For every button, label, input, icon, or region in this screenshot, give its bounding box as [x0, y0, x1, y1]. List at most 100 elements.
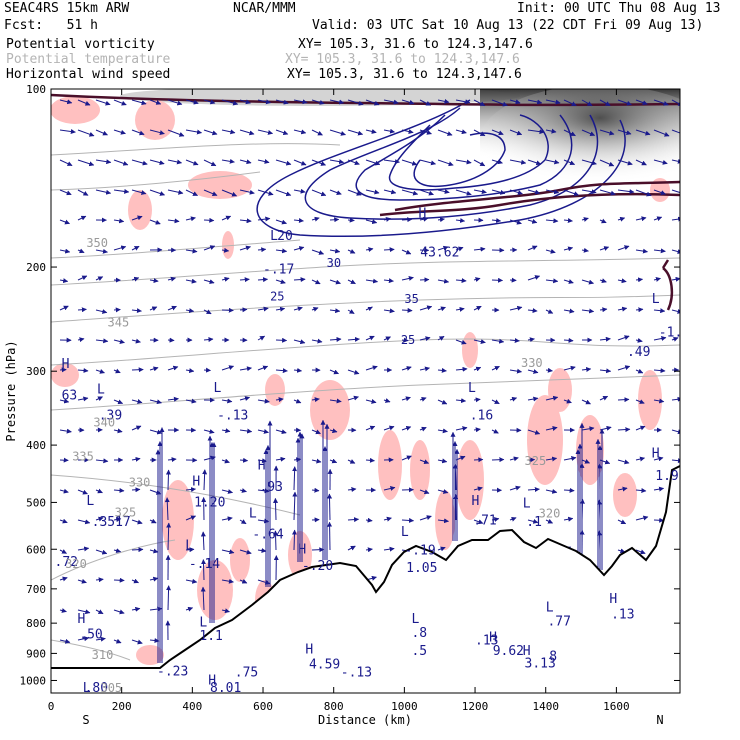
wind-vector [401, 217, 413, 223]
wind-vector [671, 276, 680, 282]
wind-vector [167, 457, 177, 463]
neg-pv-region [310, 380, 350, 440]
wind-speed-label: 35 [404, 292, 418, 306]
wind-vector [95, 129, 108, 136]
wind-vector [113, 609, 125, 615]
wind-vector [365, 99, 380, 106]
wind-vector [527, 159, 542, 166]
wind-vector [167, 218, 180, 224]
pv-label: .13 [611, 607, 634, 622]
wind-vector [113, 517, 122, 523]
pv-label: L [97, 382, 105, 397]
wind-vector [419, 459, 430, 465]
wind-vector [203, 99, 216, 105]
wind-vector [635, 216, 647, 222]
wind-vector [545, 218, 559, 224]
wind-vector [77, 337, 85, 343]
pv-label: .5 [411, 644, 427, 659]
wind-vector [149, 638, 160, 643]
wind-vector [113, 339, 125, 344]
legend-wind-name: Horizontal wind speed [6, 67, 171, 82]
wind-vector [365, 457, 375, 463]
pv-label: .39 [99, 408, 122, 423]
pv-label: -.64 [252, 527, 283, 542]
wind-vector [527, 457, 536, 463]
wind-vector [275, 429, 287, 435]
wind-vector [437, 306, 446, 312]
wind-vector [131, 338, 141, 344]
wind-vector [329, 336, 342, 342]
wind-vector [599, 189, 616, 196]
wind-vector [239, 366, 252, 372]
wind-vector [509, 338, 520, 343]
wind-vector [275, 397, 284, 403]
wind-vector [311, 129, 323, 136]
pv-label: L [401, 525, 409, 540]
wind-vector [185, 99, 199, 105]
pv-label: -.17 [263, 262, 294, 277]
wind-vector [455, 306, 465, 312]
pv-label: .72 [55, 555, 78, 570]
wind-vector [131, 547, 144, 553]
wind-vector [347, 248, 356, 254]
pv-label: .49 [627, 345, 650, 360]
wind-vector [275, 99, 289, 105]
pv-label: 1.05 [406, 561, 437, 576]
wind-vector [653, 216, 663, 222]
neg-pv-region [462, 332, 478, 368]
wind-vector [581, 129, 596, 136]
neg-pv-region [51, 96, 100, 124]
wind-vector [599, 336, 611, 342]
neg-pv-region [548, 368, 572, 412]
pv-label: 63 [62, 389, 78, 404]
wind-vector [545, 128, 557, 134]
stratosphere-pv-shading [120, 89, 680, 195]
wind-vector [635, 488, 647, 494]
neg-pv-region [197, 560, 233, 620]
wind-vector [617, 335, 630, 341]
wind-vector [527, 369, 539, 374]
wind-vector [59, 398, 70, 404]
wind-vector [617, 486, 628, 492]
x-tick-label: 1400 [532, 700, 559, 713]
y-tick-label: 100 [26, 83, 46, 96]
pv-label: L [652, 292, 660, 307]
wind-vector [329, 159, 345, 165]
wind-vector [221, 608, 230, 614]
wind-vector [275, 248, 288, 254]
wind-vector [635, 337, 643, 343]
wind-vector [293, 246, 305, 251]
wind-vector [581, 159, 597, 166]
wind-vector [59, 576, 68, 582]
wind-vector [329, 369, 339, 375]
wind-vector [437, 458, 448, 464]
wind-vector [59, 189, 72, 196]
wind-vector [365, 517, 373, 523]
wind-vector [113, 548, 122, 554]
wind-vector [509, 129, 523, 136]
wind-vector [131, 99, 147, 106]
wind-vector [545, 189, 560, 195]
underground-mask [51, 466, 680, 693]
wind-vector [77, 248, 85, 254]
wind-vector [617, 216, 626, 222]
wind-vector [635, 99, 648, 106]
wind-vector [257, 488, 270, 494]
wind-vector [401, 337, 409, 343]
wind-vector [491, 338, 505, 344]
wind-vector [401, 99, 415, 105]
wind-vector [202, 469, 208, 491]
pv-label: L [185, 538, 193, 553]
theta-label: 325 [525, 454, 547, 468]
wind-vector [167, 189, 184, 195]
wind-vector [617, 519, 627, 525]
wind-vector [491, 428, 499, 434]
wind-vector [221, 516, 233, 522]
pv-label: 43.62 [420, 246, 459, 261]
wind-vector [473, 246, 486, 252]
wind-vector [291, 529, 297, 551]
wind-vector [77, 609, 91, 615]
wind-vector [149, 518, 157, 524]
wind-vector [455, 189, 472, 196]
wind-vector [617, 129, 632, 136]
